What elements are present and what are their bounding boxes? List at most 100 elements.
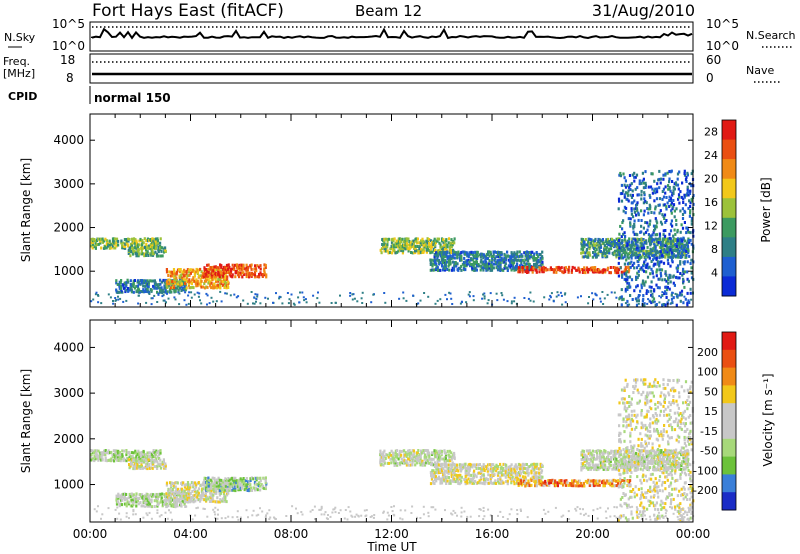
velocity-echo-cell [90,453,93,456]
power-echo-cell [549,268,552,272]
velocity-echo-cell [223,479,226,482]
power-echo-cell [630,196,634,199]
velocity-echo-cell [421,459,424,463]
power-echo-cell [662,233,665,237]
power-echo-cell [598,241,601,245]
power-echo-cell [125,239,128,243]
velocity-echo-cell [104,453,107,457]
power-echo-cell [597,253,600,257]
power-echo-cell [658,169,661,173]
power-echo-cell [623,248,626,252]
velocity-echo-cell [524,481,527,485]
velocity-echo-cell [125,453,128,457]
velocity-echo-cell [602,467,605,471]
velocity-echo-cell [159,492,162,496]
power-echo-cell [254,264,257,268]
power-echo-cell [399,239,402,243]
velocity-echo-cell [207,476,210,480]
velocity-echo-cell [150,452,154,456]
power-echo-cell [233,267,236,271]
velocity-echo-cell [143,460,146,464]
power-echo-cell [581,271,584,274]
velocity-echo-cell [461,463,464,467]
power-echo-cell [642,186,645,190]
velocity-echo-cell [609,463,612,467]
power-echo-cell [658,260,662,264]
power-echo-cell [148,244,151,248]
power-echo-cell [220,279,223,283]
power-echo-cell [632,226,635,230]
power-echo-cell [169,274,172,278]
power-echo-cell [479,264,483,268]
power-echo-cell [629,221,632,225]
velocity-echo-cell [572,484,575,488]
power-echo-cell [669,189,672,193]
power-echo-cell [498,266,501,270]
power-echo-cell [143,279,146,283]
power-ground-scatter-cell [450,297,453,300]
power-echo-cell [259,264,262,268]
velocity-echo-cell [146,451,149,455]
velocity-echo-cell [215,500,219,504]
velocity-echo-cell [245,477,248,480]
power-echo-cell [173,270,176,274]
velocity-echo-cell [237,488,240,492]
power-echo-cell [135,284,138,288]
power-echo-cell [682,201,685,204]
power-echo-cell [166,282,169,286]
power-echo-cell [626,247,630,251]
power-echo-cell [524,268,527,272]
power-echo-cell [442,256,445,260]
power-ground-scatter-cell [646,302,649,305]
power-echo-cell [658,234,662,238]
velocity-echo-cell [585,455,589,459]
power-echo-cell [153,279,156,283]
power-echo-cell [416,237,419,241]
power-echo-cell [637,269,640,273]
power-echo-cell [636,201,639,205]
power-echo-cell [437,252,440,256]
power-ground-scatter-cell [198,292,201,295]
power-echo-cell [640,193,643,197]
power-ground-scatter-cell [148,293,151,295]
power-echo-cell [594,244,597,247]
power-echo-cell [639,241,642,245]
power-ground-scatter-cell [651,295,654,298]
power-echo-cell [654,227,657,231]
power-echo-cell [657,241,660,244]
power-echo-cell [658,232,661,236]
power-echo-cell [682,197,685,201]
power-ground-scatter-cell [383,292,386,294]
velocity-echo-cell [478,466,481,470]
power-echo-cell [130,288,133,292]
power-echo-cell [663,278,667,282]
power-echo-cell [129,279,132,283]
power-echo-cell [489,262,493,266]
velocity-echo-cell [591,456,594,460]
velocity-echo-cell [206,480,209,484]
power-echo-cell [156,237,159,241]
power-echo-cell [179,275,182,279]
velocity-echo-cell [101,457,104,461]
velocity-echo-cell [132,451,135,455]
power-ground-scatter-cell [183,299,186,302]
power-echo-cell [492,255,495,259]
power-echo-cell [488,266,491,270]
velocity-echo-cell [570,484,573,488]
power-echo-cell [426,247,429,251]
velocity-echo-cell [593,464,596,468]
power-echo-cell [383,239,386,243]
power-echo-cell [689,205,692,208]
velocity-echo-cell [554,481,557,485]
velocity-echo-cell [582,458,585,462]
velocity-echo-cell [114,455,117,459]
power-echo-cell [432,259,435,263]
power-echo-cell [127,280,130,284]
power-echo-cell [563,266,566,270]
velocity-echo-cell [605,468,608,472]
power-echo-cell [244,267,247,271]
power-echo-cell [592,246,595,250]
power-echo-cell [567,268,570,272]
velocity-echo-cell [520,481,523,485]
velocity-echo-cell [134,496,138,500]
